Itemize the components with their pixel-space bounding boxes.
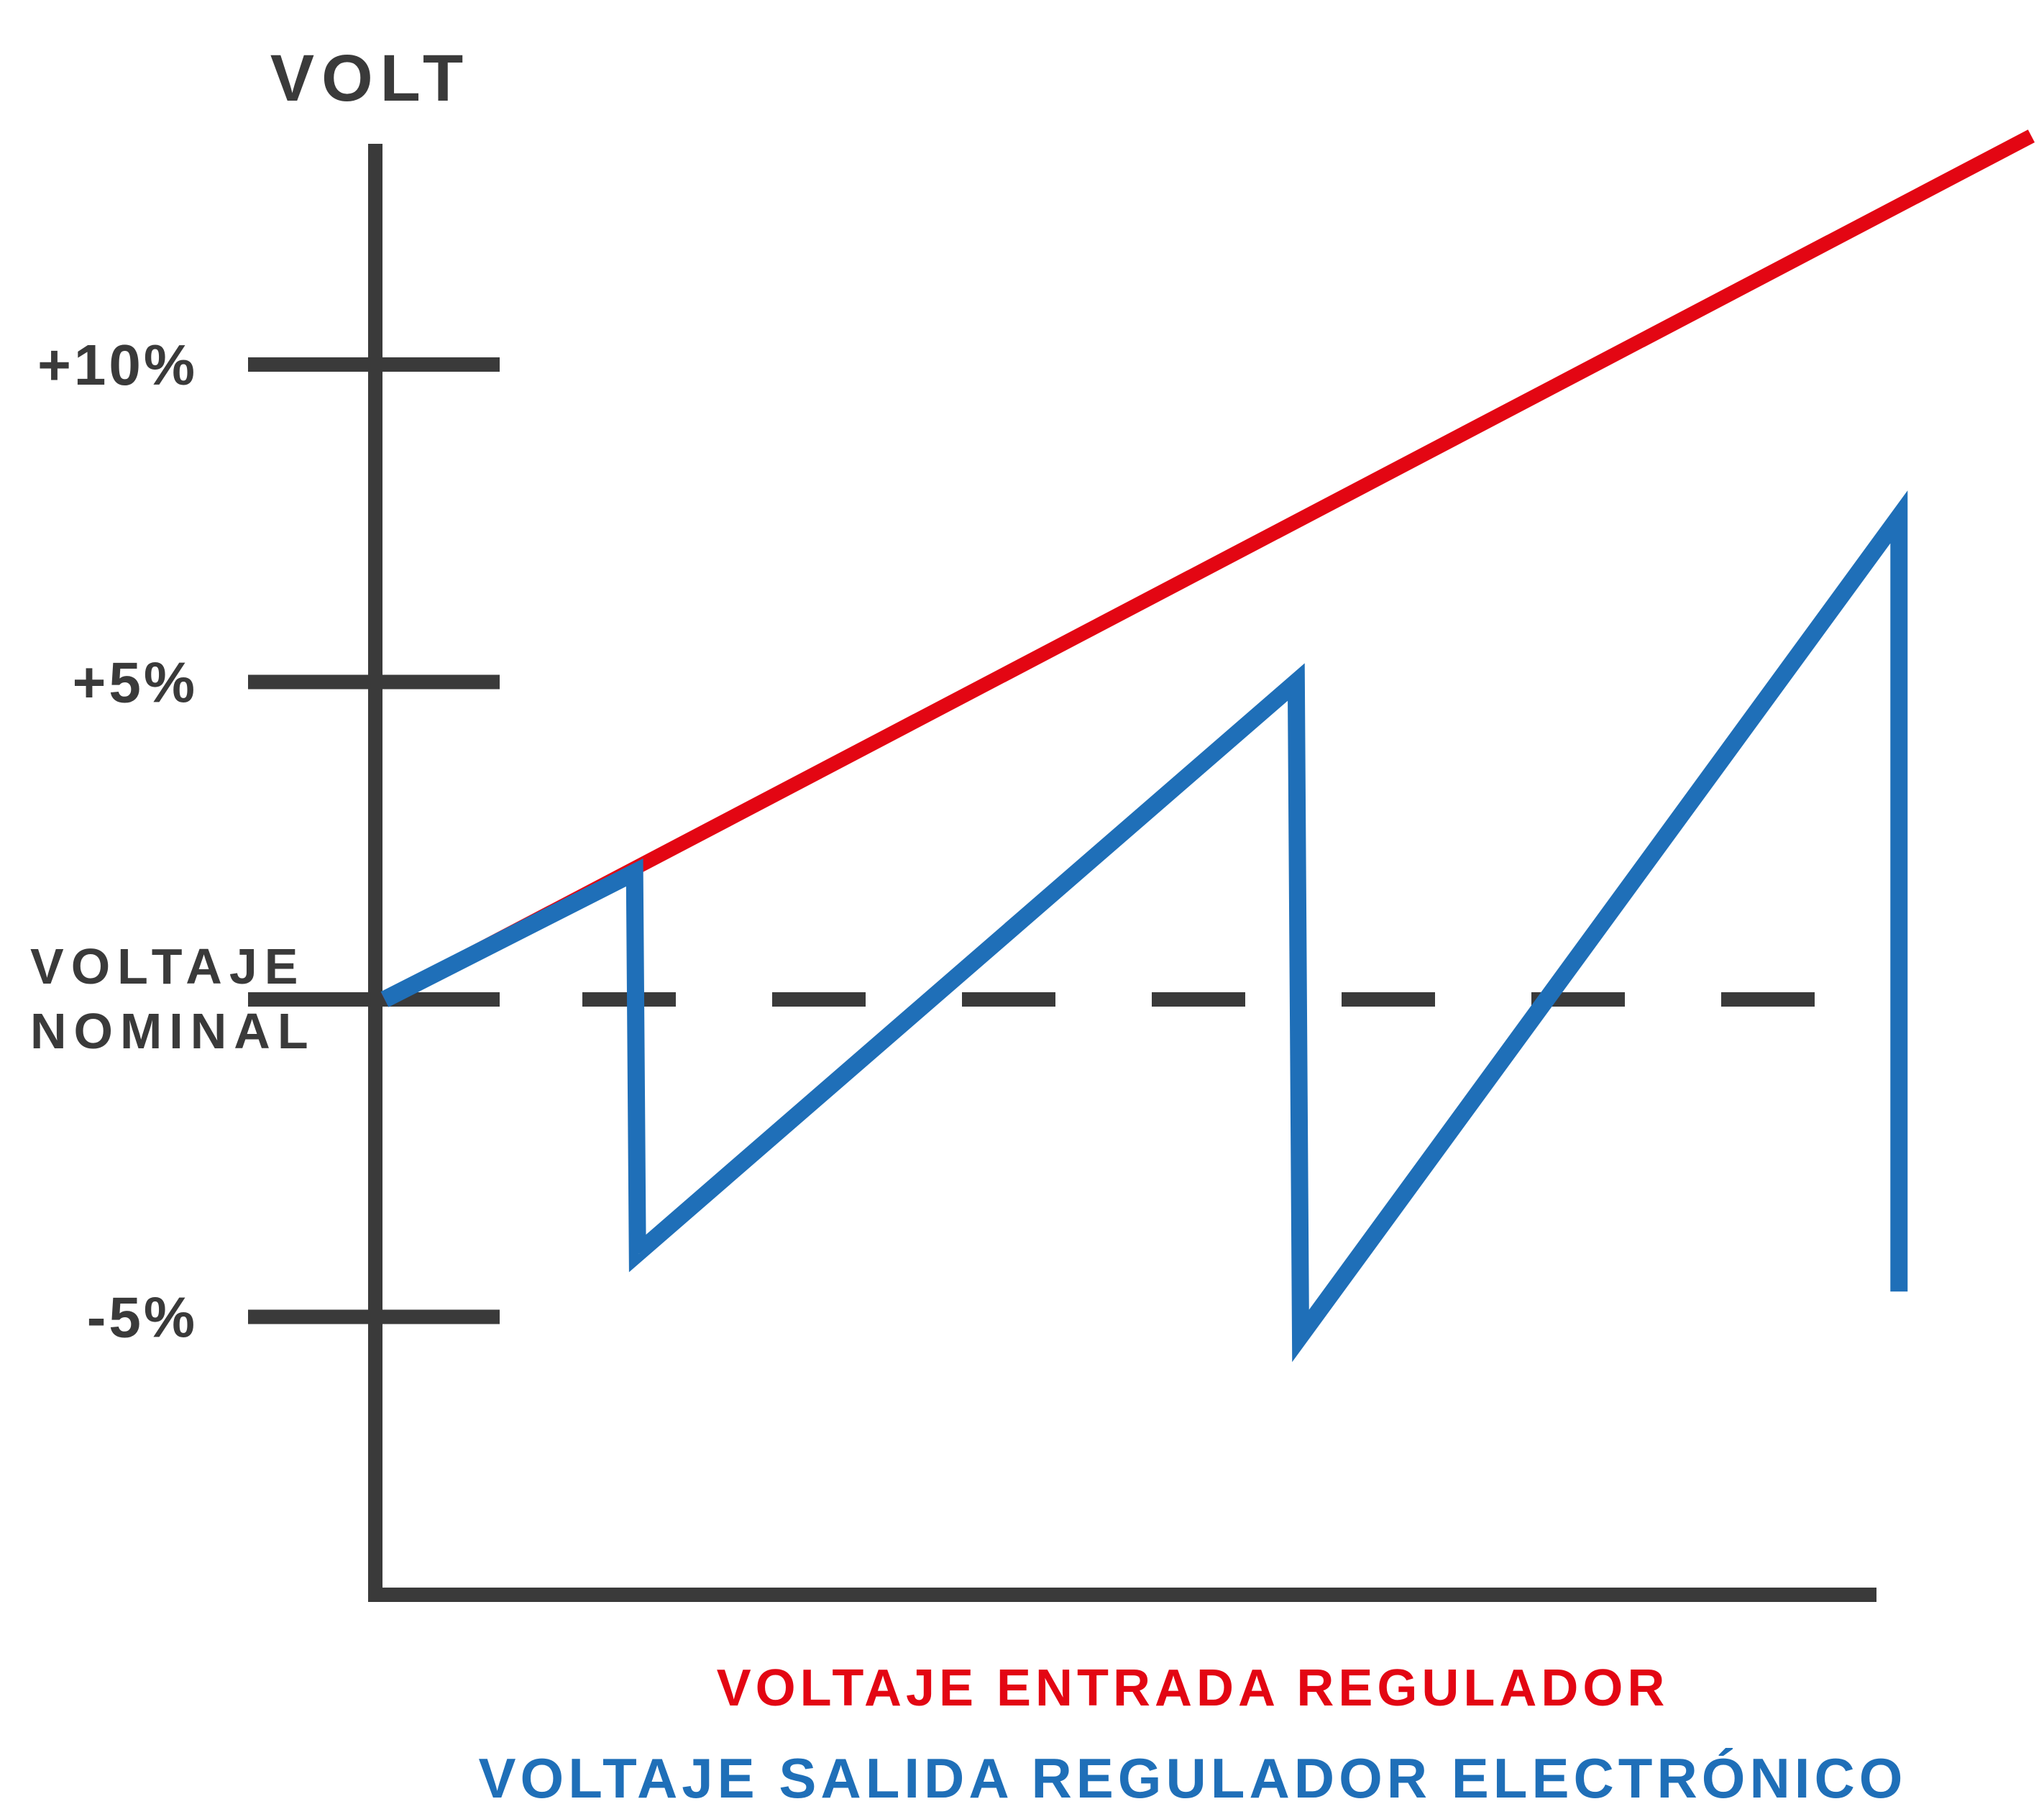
y-axis-title: VOLT <box>270 42 471 115</box>
legend-entry-input: VOLTAJE ENTRADA REGULADOR <box>717 1659 1669 1717</box>
y-tick-label: +5% <box>73 651 198 715</box>
y-tick-label: +10% <box>37 333 198 397</box>
nominal-label-line-1: VOLTAJE <box>30 938 305 994</box>
nominal-label-line-2: NOMINAL <box>30 1003 316 1059</box>
y-tick-label: -5% <box>87 1286 198 1350</box>
y-ticks: +10% +5% -5% <box>37 333 500 1350</box>
legend-entry-output: VOLTAJE SALIDA REGULADOR ELECTRÓNICO <box>479 1746 1907 1804</box>
series-line-output <box>380 490 1908 1363</box>
series-line-input <box>381 129 2035 1006</box>
series-layer <box>380 129 2035 1363</box>
